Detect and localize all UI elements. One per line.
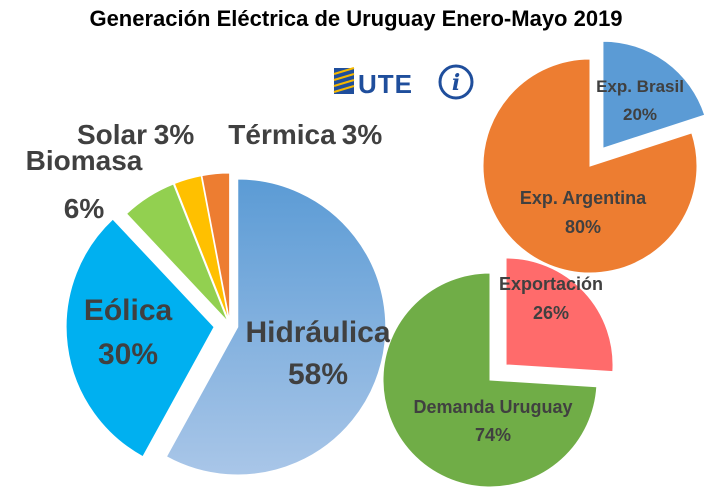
slice-exp-argentina	[482, 58, 698, 274]
slice-eólica	[65, 218, 215, 458]
slice-exp-brasil	[602, 40, 706, 149]
ute-logo: UTE	[333, 67, 413, 99]
label-solar: Solar	[77, 119, 147, 150]
slice-biomasa	[125, 183, 229, 322]
chart-title: Generación Eléctrica de Uruguay Enero-Ma…	[89, 6, 623, 31]
slice-térmica	[201, 172, 231, 322]
slice-hidráulica	[165, 178, 387, 476]
value-demanda-uruguay: 74%	[475, 425, 511, 445]
label-exp-brasil: Exp. Brasil	[596, 77, 684, 96]
label-demanda-uruguay: Demanda Uruguay	[413, 397, 572, 417]
pie-uso-generacion: Exportación 26% Demanda Uruguay 74%	[382, 257, 614, 488]
slice-demanda-uruguay	[382, 272, 598, 488]
value-hidraulica: 58%	[288, 358, 348, 391]
value-biomasa: 6%	[64, 193, 105, 224]
slice-solar	[173, 175, 230, 322]
label-termica: Térmica	[228, 119, 336, 150]
value-exportacion: 26%	[533, 303, 569, 323]
value-solar: 3%	[154, 119, 195, 150]
label-exp-argentina: Exp. Argentina	[520, 188, 647, 208]
info-icon-glyph: i	[452, 70, 460, 96]
value-exp-brasil: 20%	[623, 105, 657, 124]
slice-exportacion	[505, 257, 614, 373]
label-biomasa: Biomasa	[26, 145, 143, 176]
label-hidraulica: Hidráulica	[245, 316, 390, 349]
value-termica: 3%	[342, 119, 383, 150]
label-eolica: Eólica	[84, 294, 173, 327]
value-eolica: 30%	[98, 338, 158, 371]
info-icon: i	[438, 64, 474, 100]
pie-destino-exportacion: Exp. Brasil 20% Exp. Argentina 80%	[482, 40, 706, 274]
label-exportacion: Exportación	[499, 274, 603, 294]
value-exp-argentina: 80%	[565, 217, 601, 237]
ute-logo-text: UTE	[358, 69, 413, 99]
